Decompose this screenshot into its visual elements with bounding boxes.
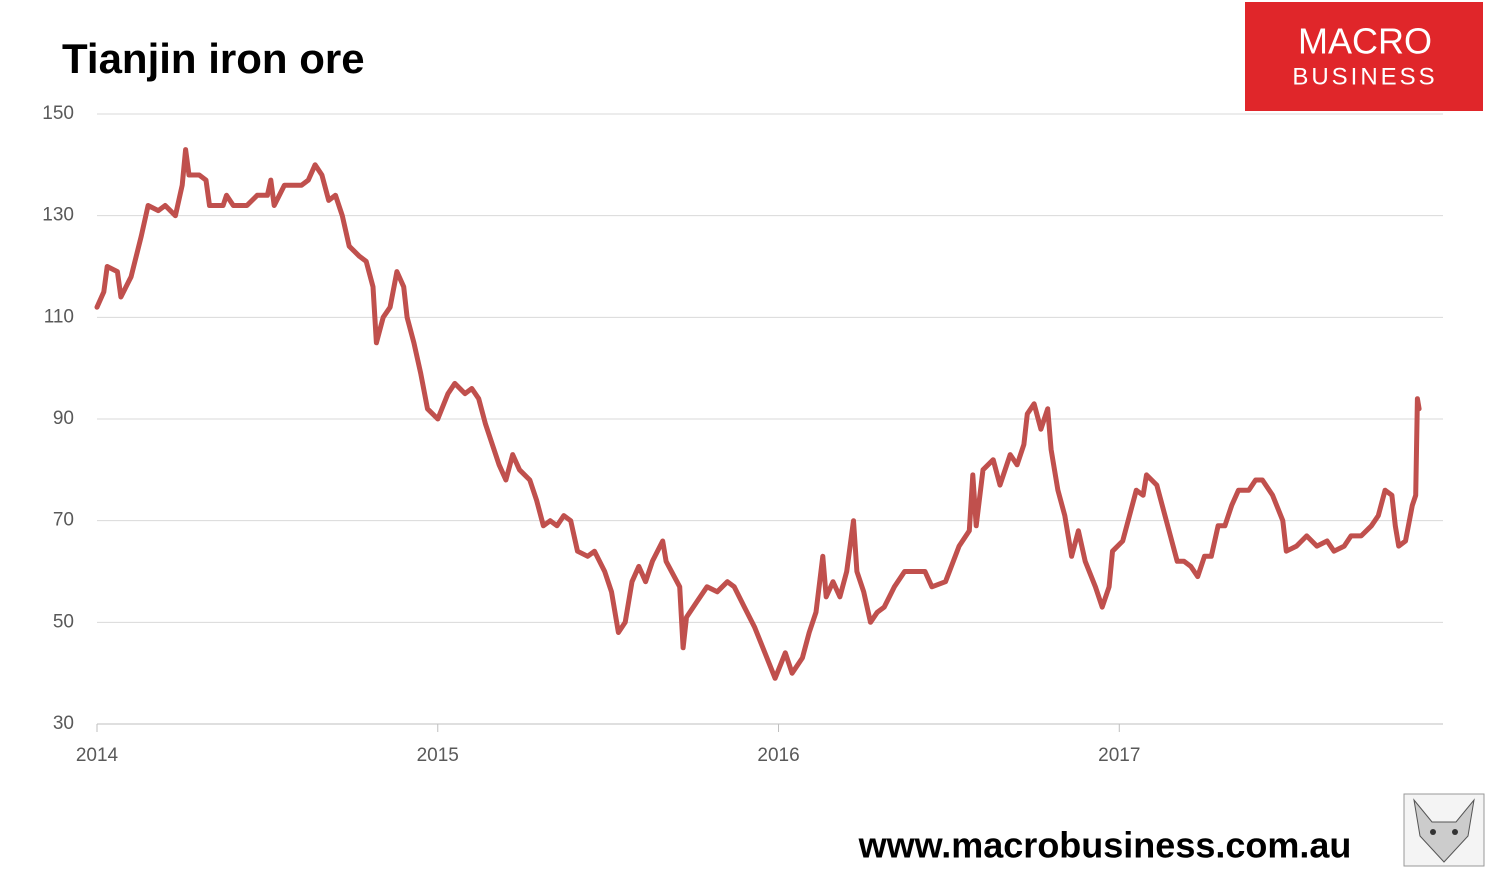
chart-title: Tianjin iron ore [62, 35, 365, 82]
y-tick-label: 30 [53, 713, 74, 734]
x-tick-label: 2014 [76, 745, 119, 766]
y-tick-label: 90 [53, 408, 74, 429]
y-tick-label: 110 [44, 306, 74, 327]
fox-icon [1403, 793, 1485, 867]
logo-top: MACRO [1298, 21, 1432, 62]
footer-url: www.macrobusiness.com.au [858, 825, 1352, 866]
x-tick-label: 2017 [1098, 745, 1140, 766]
y-tick-label: 130 [42, 205, 74, 226]
y-tick-label: 70 [53, 510, 74, 531]
y-tick-label: 150 [42, 103, 74, 124]
y-tick-label: 50 [53, 611, 74, 632]
price-line [94, 147, 1422, 681]
logo-bottom: BUSINESS [1292, 63, 1437, 90]
x-tick-label: 2016 [757, 745, 799, 766]
x-tick-label: 2015 [417, 745, 459, 766]
logo-box [1245, 2, 1483, 111]
